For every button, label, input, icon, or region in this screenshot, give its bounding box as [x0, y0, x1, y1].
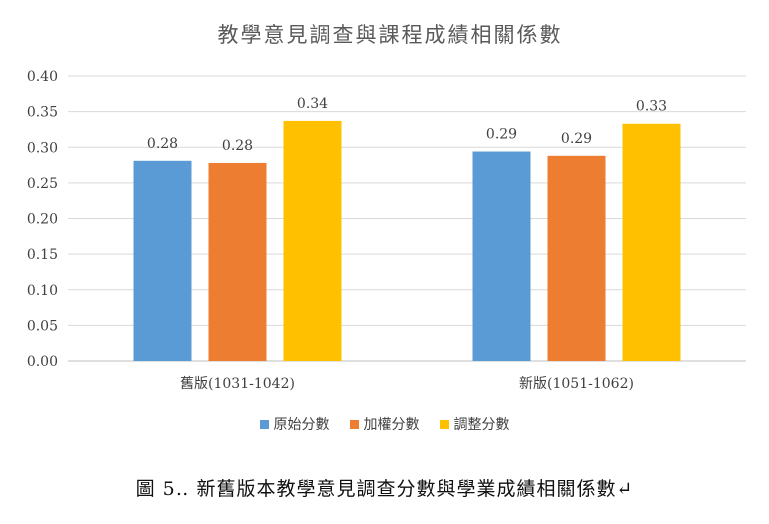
bar — [133, 160, 192, 361]
legend-label-raw: 原始分數 — [273, 417, 330, 433]
data-label: 0.33 — [636, 99, 667, 115]
figure-caption: 圖 5‥ 新舊版本教學意見調查分數與學業成績相關係數↵ — [135, 478, 634, 500]
y-tick-label: 0.35 — [27, 105, 58, 121]
y-axis: 0.00 0.05 0.10 0.15 0.20 0.25 0.30 0.35 0.40 — [27, 69, 58, 370]
legend-item-weighted: 加權分數 — [349, 414, 420, 434]
data-label: 0.29 — [561, 131, 592, 147]
bar — [622, 123, 681, 361]
legend-swatch-weighted — [349, 419, 359, 429]
y-tick-label: 0.40 — [27, 69, 58, 85]
x-category-label: 舊版(1031-1042) — [180, 376, 295, 392]
legend-label-adjusted: 調整分數 — [453, 417, 510, 433]
legend-item-adjusted: 調整分數 — [439, 414, 510, 434]
data-label: 0.29 — [486, 127, 517, 143]
y-tick-label: 0.15 — [27, 247, 58, 263]
data-label: 0.28 — [147, 136, 178, 152]
x-axis: 舊版(1031-1042) 新版(1051-1062) — [180, 376, 634, 392]
bar — [208, 162, 267, 361]
y-tick-label: 0.00 — [27, 354, 58, 370]
legend-label-weighted: 加權分數 — [363, 417, 420, 433]
legend-swatch-adjusted — [439, 419, 449, 429]
y-tick-label: 0.20 — [27, 212, 58, 228]
bar — [472, 151, 531, 361]
y-tick-label: 0.25 — [27, 176, 58, 192]
legend-swatch-raw — [259, 419, 269, 429]
bars — [133, 120, 681, 361]
data-label: 0.28 — [222, 138, 253, 154]
bar — [547, 155, 606, 361]
legend: 原始分數 加權分數 調整分數 — [0, 414, 769, 434]
legend-item-raw: 原始分數 — [259, 414, 330, 434]
data-labels: 0.28 0.28 0.34 0.29 0.29 0.33 — [147, 96, 667, 154]
y-tick-label: 0.30 — [27, 140, 58, 156]
x-category-label: 新版(1051-1062) — [519, 376, 634, 392]
chart-title: 教學意見調查與課程成績相關係數 — [218, 23, 563, 47]
y-tick-label: 0.05 — [27, 318, 58, 334]
bar — [283, 120, 342, 361]
y-tick-label: 0.10 — [27, 283, 58, 299]
data-label: 0.34 — [297, 96, 328, 112]
